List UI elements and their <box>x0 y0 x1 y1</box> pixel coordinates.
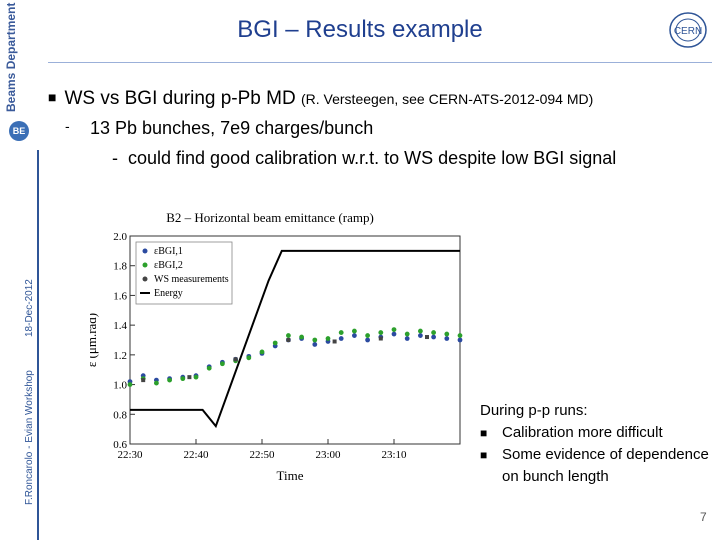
y-tick-label: 1.6 <box>113 290 127 302</box>
bgi1-point <box>457 337 463 343</box>
x-tick-label: 23:10 <box>381 449 407 461</box>
bgi1-point <box>312 342 318 347</box>
bgi2-point <box>365 333 370 338</box>
y-tick-label: 0.8 <box>113 409 127 421</box>
bgi2-point <box>220 361 225 367</box>
legend-label: εBGI,2 <box>154 260 183 271</box>
ws-point <box>141 378 146 383</box>
bgi1-point <box>404 336 410 341</box>
square-bullet-icon: ■ <box>480 426 488 440</box>
bgi2-point <box>180 376 186 382</box>
y-tick-label: 0.6 <box>113 439 127 451</box>
dash-bullet: - <box>112 148 118 168</box>
bgi2-point <box>404 331 410 337</box>
legend-label: WS measurements <box>154 274 229 285</box>
bullet-2-text: 13 Pb bunches, 7e9 charges/bunch <box>90 118 374 138</box>
square-bullet-icon: ■ <box>48 89 57 105</box>
y-tick-label: 2.0 <box>113 231 127 243</box>
note-item: ■ Calibration more difficult <box>480 422 710 444</box>
y-tick-label: 1.0 <box>113 380 127 392</box>
legend-swatch <box>142 262 148 268</box>
sidebar: Beams Department BE F.Roncarolo - Evian … <box>0 0 40 540</box>
bgi2-point <box>431 330 436 335</box>
bgi2-point <box>206 365 212 371</box>
y-tick-label: 1.4 <box>113 320 127 332</box>
ws-point <box>187 375 192 380</box>
cern-logo-icon: CERN <box>669 12 707 48</box>
sidebar-divider <box>37 150 39 540</box>
title-divider <box>48 62 712 63</box>
x-tick-label: 22:30 <box>117 449 143 461</box>
bgi2-point <box>246 355 252 361</box>
author-event-label: F.Roncarolo - Evian Workshop <box>24 370 35 505</box>
legend-label: Energy <box>154 288 183 299</box>
bgi2-point <box>312 337 318 343</box>
bullet-3-text: could find good calibration w.r.t. to WS… <box>128 148 617 168</box>
bgi1-point <box>338 336 344 341</box>
bullet-1: ■ WS vs BGI during p-Pb MD (R. Versteegen… <box>48 88 593 110</box>
bgi2-point <box>127 382 133 387</box>
date-label: 18-Dec-2012 <box>24 279 35 337</box>
bgi1-point <box>365 337 370 343</box>
bgi2-point <box>418 328 423 334</box>
emittance-chart: B2 – Horizontal beam emittance (ramp) ε … <box>90 210 463 483</box>
bgi2-point <box>338 330 344 335</box>
x-tick-label: 22:40 <box>183 449 209 461</box>
bgi2-point <box>193 374 199 380</box>
note-heading: During p-p runs: <box>480 402 588 419</box>
bgi1-point <box>391 331 397 337</box>
bgi2-point <box>154 380 159 386</box>
be-logo-icon: BE <box>9 121 29 141</box>
bgi2-point <box>167 377 172 383</box>
slide-title: BGI – Results example <box>237 16 483 43</box>
bgi2-point <box>272 340 278 346</box>
bgi1-point <box>431 334 436 340</box>
x-tick-label: 22:50 <box>249 449 275 461</box>
bgi2-point <box>352 328 357 334</box>
ws-point <box>425 335 429 340</box>
dash-bullet: - <box>65 118 70 134</box>
bgi2-point <box>286 333 291 338</box>
y-tick-label: 1.2 <box>113 350 127 362</box>
ws-point <box>332 339 337 344</box>
bgi2-point <box>325 336 331 341</box>
legend-swatch <box>142 248 148 254</box>
square-bullet-icon: ■ <box>480 448 488 462</box>
ws-point <box>286 338 291 342</box>
bgi2-point <box>378 330 384 335</box>
pp-runs-note: During p-p runs: ■ Calibration more diffi… <box>480 400 710 488</box>
bgi2-point <box>299 334 304 340</box>
ws-point <box>233 357 238 362</box>
bgi1-point <box>444 336 450 341</box>
chart-xlabel: Time <box>277 468 304 483</box>
legend-box <box>135 241 233 305</box>
note-item-text: Some evidence of dependence on bunch len… <box>502 446 709 485</box>
bullet-2: - 13 Pb bunches, 7e9 charges/bunch <box>65 118 374 139</box>
ws-point <box>378 336 383 341</box>
cern-logo-text: CERN <box>674 26 702 37</box>
department-label: Beams Department <box>4 2 18 112</box>
bgi2-point <box>259 349 265 355</box>
legend-label: εBGI,1 <box>154 246 183 257</box>
bgi1-point <box>352 333 357 338</box>
bgi2-point <box>444 331 450 337</box>
note-item: ■ Some evidence of dependence on bunch le… <box>480 444 710 488</box>
bullet-3: - could find good calibration w.r.t. to W… <box>112 148 616 169</box>
chart-ylabel: ε (μm.rad) <box>90 313 99 367</box>
chart-title: B2 – Horizontal beam emittance (ramp) <box>166 210 374 225</box>
note-item-text: Calibration more difficult <box>502 424 663 441</box>
bgi2-point <box>391 327 397 332</box>
y-tick-label: 1.8 <box>113 261 127 273</box>
bullet-1-reference: (R. Versteegen, see CERN-ATS-2012-094 MD… <box>300 91 594 107</box>
energy-line <box>130 249 460 429</box>
page-number: 7 <box>700 510 707 524</box>
x-tick-label: 23:00 <box>315 449 341 461</box>
bullet-1-text: WS vs BGI during p-Pb MD <box>64 88 296 109</box>
bgi2-point <box>457 333 463 338</box>
legend-swatch <box>142 276 148 282</box>
bgi1-point <box>418 333 423 338</box>
